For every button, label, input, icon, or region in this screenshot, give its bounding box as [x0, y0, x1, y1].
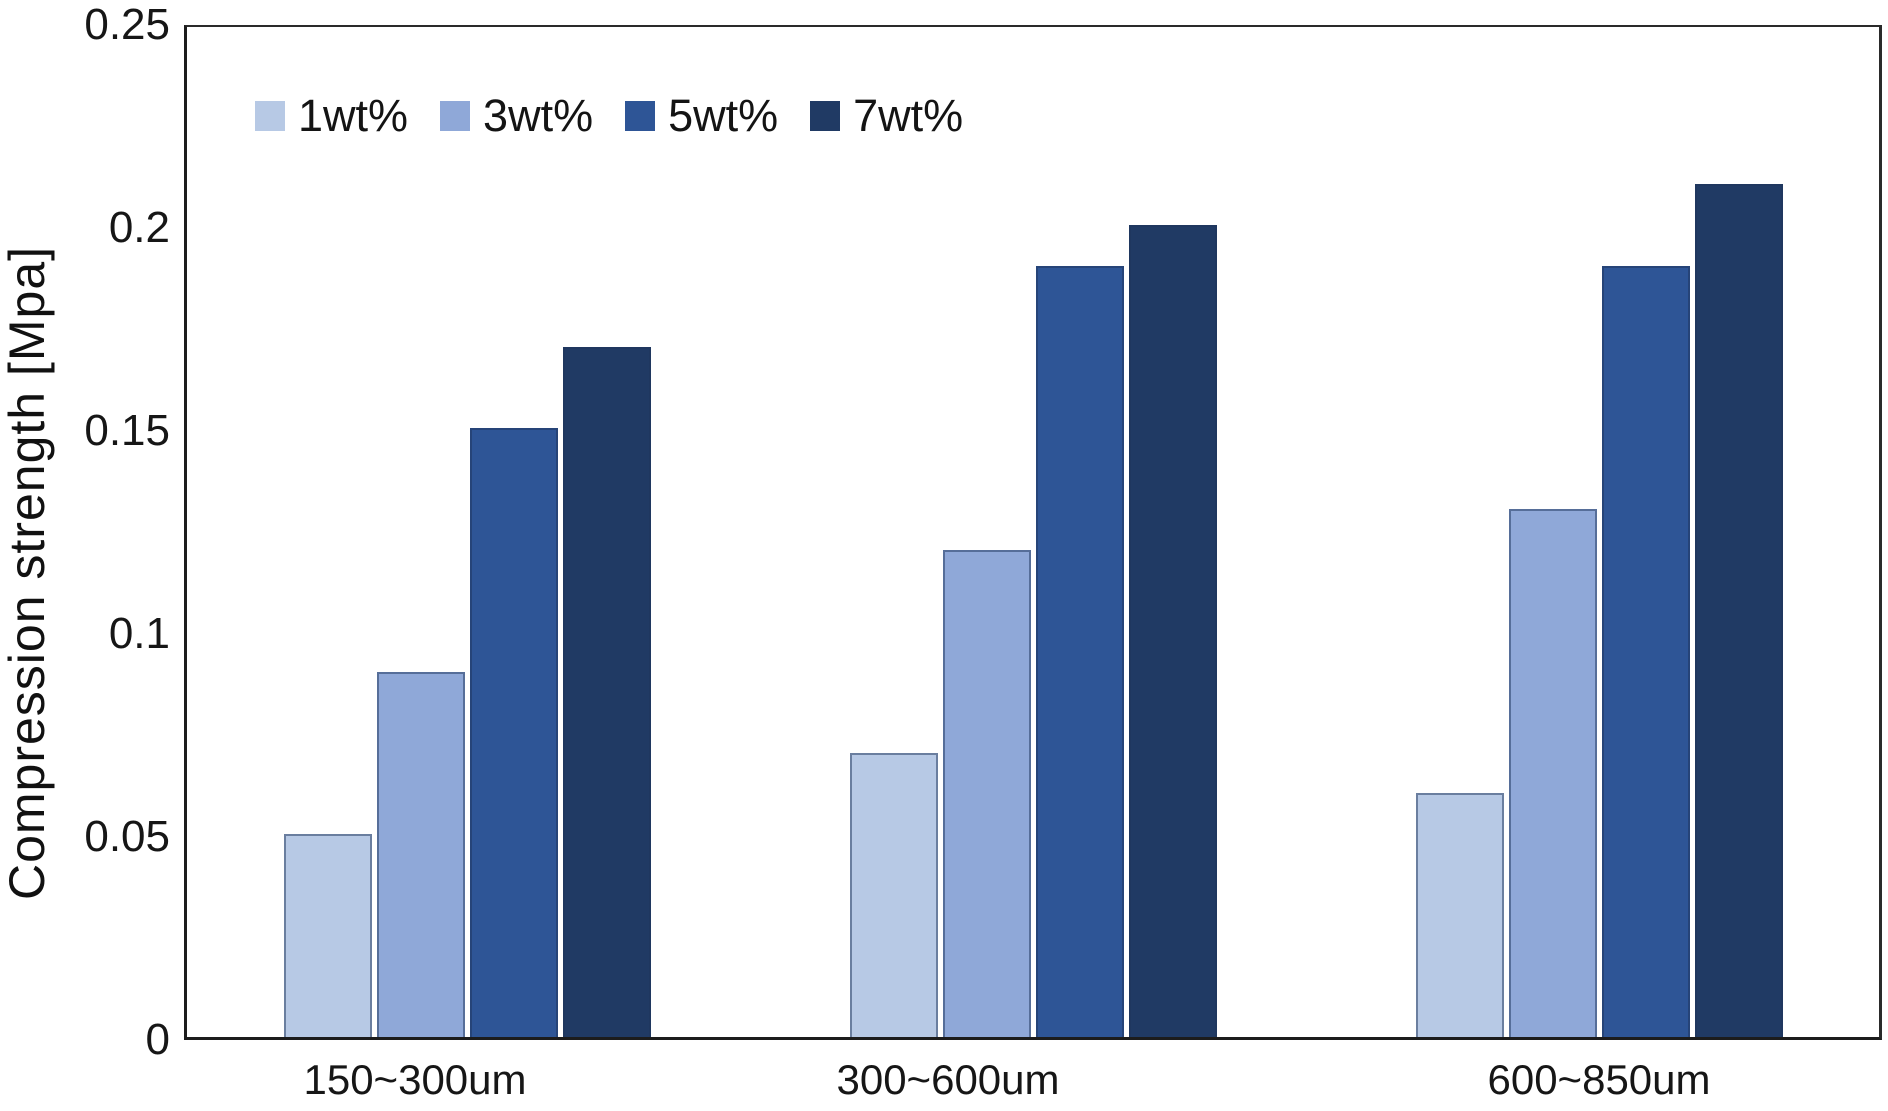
legend-label: 7wt% — [853, 90, 964, 141]
y-tick-label: 0.1 — [108, 609, 170, 658]
x-category-label: 300~600um — [836, 1056, 1060, 1103]
bar-3wt%-300~600um — [942, 549, 1031, 1037]
bar-3wt%-600~850um — [1508, 509, 1597, 1037]
legend-swatch-icon — [440, 101, 471, 131]
y-tick-label: 0.15 — [84, 406, 170, 455]
legend-label: 1wt% — [298, 90, 409, 141]
bar-7wt%-300~600um — [1128, 225, 1217, 1037]
legend-label: 3wt% — [483, 90, 594, 141]
legend-swatch-icon — [255, 101, 285, 131]
y-tick-label: 0.05 — [84, 812, 170, 861]
bar-5wt%-150~300um — [469, 428, 558, 1037]
x-category-label: 600~850um — [1487, 1056, 1711, 1103]
bar-5wt%-300~600um — [1035, 265, 1124, 1037]
x-category-label: 150~300um — [303, 1056, 527, 1103]
bar-1wt%-600~850um — [1415, 793, 1504, 1037]
legend-swatch-icon — [625, 101, 656, 131]
y-tick-label: 0 — [145, 1015, 170, 1064]
legend-item: 7wt% — [810, 90, 963, 142]
plot-area — [184, 25, 1882, 1040]
bar-3wt%-150~300um — [376, 671, 465, 1037]
y-tick-label: 0.2 — [108, 203, 170, 252]
legend-label: 5wt% — [668, 90, 779, 141]
bar-5wt%-600~850um — [1601, 265, 1690, 1037]
legend-item: 5wt% — [625, 90, 778, 142]
legend: 1wt% 3wt% 5wt% 7wt% — [255, 90, 963, 142]
bar-7wt%-600~850um — [1694, 184, 1783, 1037]
bar-1wt%-300~600um — [849, 752, 938, 1037]
legend-swatch-icon — [810, 101, 841, 131]
legend-item: 1wt% — [255, 90, 408, 142]
legend-item: 3wt% — [440, 90, 593, 142]
y-axis-title: Compression strength [Mpa] — [0, 245, 55, 901]
bar-7wt%-150~300um — [562, 346, 651, 1037]
y-tick-label: 0.25 — [84, 0, 170, 49]
bar-1wt%-150~300um — [283, 834, 372, 1037]
